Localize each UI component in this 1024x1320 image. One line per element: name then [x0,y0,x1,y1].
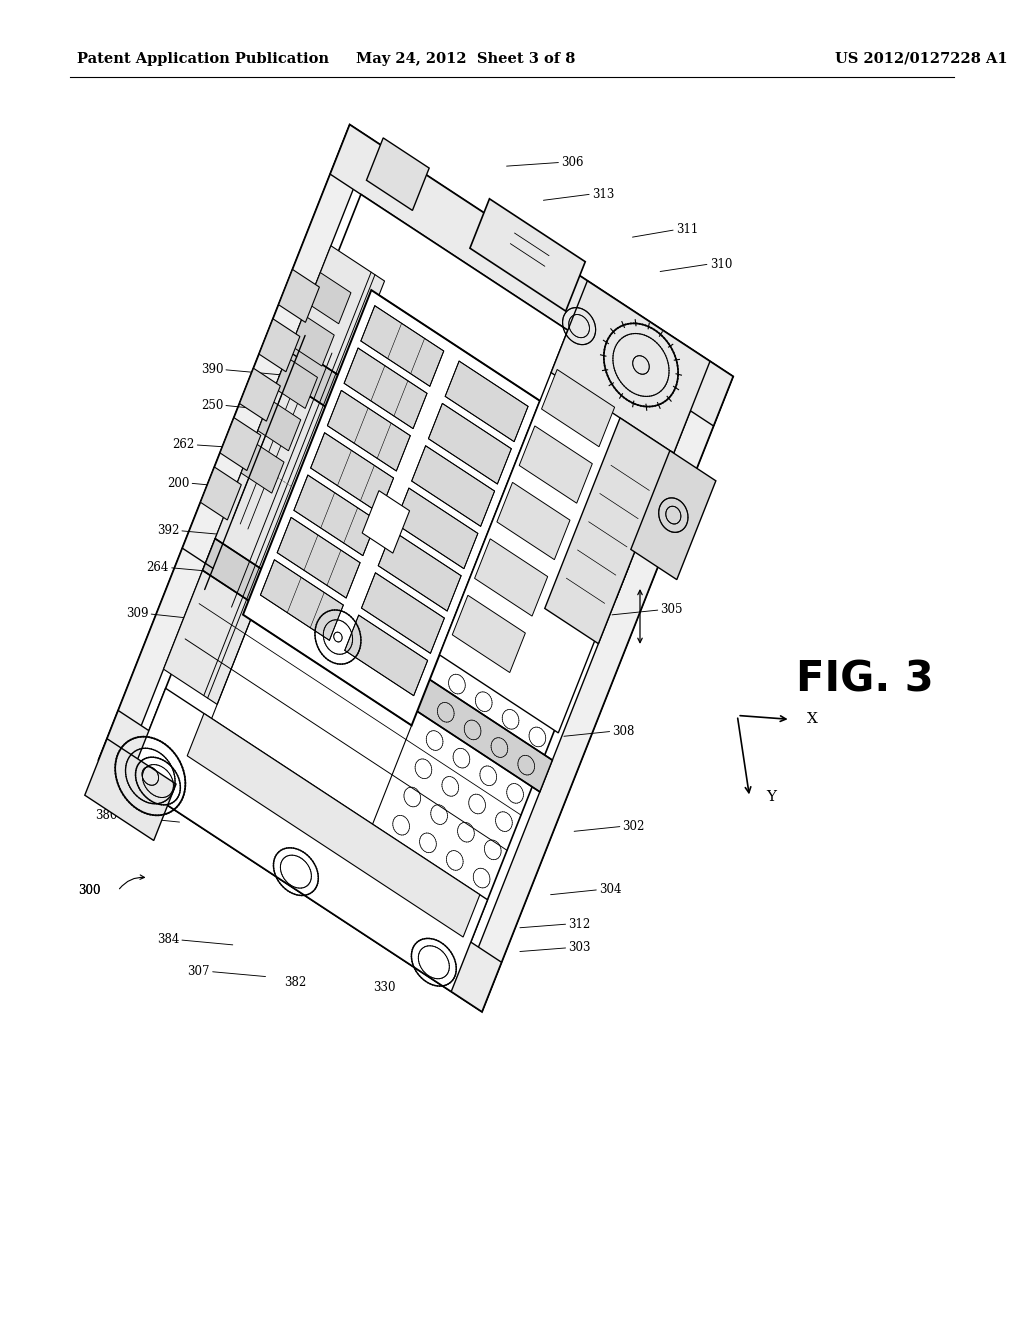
Text: 306: 306 [561,156,584,169]
Text: 300: 300 [78,884,100,898]
Text: Patent Application Publication: Patent Application Publication [77,51,329,66]
Polygon shape [360,306,443,387]
Text: 390: 390 [201,363,223,376]
Polygon shape [98,125,733,1011]
Text: 302: 302 [623,820,645,833]
Polygon shape [631,450,716,579]
Polygon shape [308,272,351,323]
Text: 200: 200 [167,477,189,490]
Polygon shape [439,330,687,733]
Text: 313: 313 [592,187,614,201]
Text: 262: 262 [172,438,195,451]
Polygon shape [519,426,592,503]
Text: 264: 264 [146,561,169,574]
Polygon shape [85,739,176,841]
Text: 310: 310 [710,257,732,271]
Polygon shape [453,595,525,673]
Text: FIG. 3: FIG. 3 [797,659,934,701]
Polygon shape [148,194,683,942]
Polygon shape [542,370,614,446]
Polygon shape [330,125,733,426]
Polygon shape [278,517,360,598]
Polygon shape [98,710,502,1011]
Polygon shape [497,482,570,560]
Polygon shape [220,417,261,470]
Polygon shape [412,446,495,527]
Polygon shape [240,368,281,421]
Polygon shape [470,199,586,312]
Text: 304: 304 [599,883,622,896]
Text: 300: 300 [78,884,100,898]
Polygon shape [203,539,552,792]
Polygon shape [328,391,411,471]
Polygon shape [259,319,300,372]
Text: 383: 383 [111,775,133,788]
Polygon shape [280,345,629,598]
Polygon shape [367,137,429,210]
Text: 307: 307 [187,965,210,978]
Text: 309: 309 [126,607,148,620]
Polygon shape [201,467,242,520]
Text: 330: 330 [373,981,395,994]
Polygon shape [274,358,317,408]
Text: 312: 312 [568,917,591,931]
Polygon shape [310,433,393,513]
Polygon shape [98,125,373,775]
Text: US 2012/0127228 A1: US 2012/0127228 A1 [836,51,1008,66]
Polygon shape [428,404,511,484]
Polygon shape [129,688,487,991]
Text: 392: 392 [157,524,179,537]
Polygon shape [241,442,284,494]
Text: 380: 380 [95,809,118,822]
Polygon shape [294,475,377,556]
Text: 305: 305 [660,603,683,616]
Polygon shape [459,362,733,1011]
Text: 382: 382 [284,975,306,989]
Polygon shape [445,362,528,442]
Text: May 24, 2012  Sheet 3 of 8: May 24, 2012 Sheet 3 of 8 [356,51,575,66]
Text: X: X [807,713,818,726]
Polygon shape [260,560,343,640]
Polygon shape [187,714,480,937]
Text: 384: 384 [157,933,179,946]
Polygon shape [164,246,385,705]
Polygon shape [551,281,710,453]
Text: 311: 311 [676,223,698,236]
Text: Y: Y [766,791,776,804]
Polygon shape [344,348,427,429]
Polygon shape [258,400,301,451]
Polygon shape [361,573,444,653]
Polygon shape [279,269,319,322]
Polygon shape [345,615,428,696]
Text: 250: 250 [201,399,223,412]
Text: 303: 303 [568,941,591,954]
Polygon shape [474,539,548,616]
Polygon shape [395,488,478,569]
Polygon shape [243,290,540,726]
Text: 308: 308 [612,725,635,738]
Polygon shape [545,418,674,644]
Polygon shape [378,531,461,611]
Polygon shape [362,491,410,553]
Polygon shape [291,315,334,366]
